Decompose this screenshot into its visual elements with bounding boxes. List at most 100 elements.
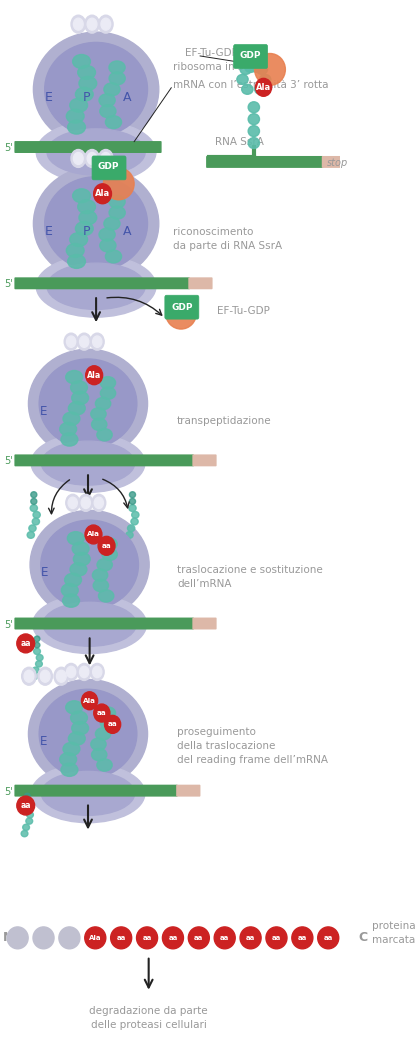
Ellipse shape <box>31 492 37 497</box>
Ellipse shape <box>68 732 85 745</box>
Ellipse shape <box>30 505 38 511</box>
Text: Ala: Ala <box>95 189 110 199</box>
Ellipse shape <box>71 15 85 33</box>
Ellipse shape <box>28 350 148 458</box>
Ellipse shape <box>66 109 84 123</box>
Ellipse shape <box>61 433 78 446</box>
Ellipse shape <box>70 233 88 247</box>
Ellipse shape <box>94 184 111 204</box>
Ellipse shape <box>60 422 77 436</box>
Ellipse shape <box>132 511 139 518</box>
Ellipse shape <box>78 200 95 214</box>
Ellipse shape <box>100 105 116 118</box>
Text: Ala: Ala <box>87 532 100 538</box>
Text: aa: aa <box>246 934 255 941</box>
Ellipse shape <box>66 667 76 677</box>
Text: RNA SsrA: RNA SsrA <box>215 137 264 147</box>
Text: EF-Tu-GDP: EF-Tu-GDP <box>185 48 238 57</box>
Ellipse shape <box>85 927 106 949</box>
Ellipse shape <box>85 525 102 544</box>
Ellipse shape <box>95 398 111 409</box>
Ellipse shape <box>60 753 77 766</box>
Ellipse shape <box>131 518 138 525</box>
Ellipse shape <box>93 336 102 348</box>
Ellipse shape <box>66 701 83 714</box>
Ellipse shape <box>87 18 97 30</box>
Text: ribosoma in stallo: ribosoma in stallo <box>173 63 266 72</box>
Ellipse shape <box>33 32 159 147</box>
Text: A: A <box>123 225 131 238</box>
Ellipse shape <box>63 742 80 756</box>
Ellipse shape <box>266 927 287 949</box>
FancyBboxPatch shape <box>15 618 194 629</box>
Text: GDP: GDP <box>171 303 193 311</box>
Ellipse shape <box>41 441 135 485</box>
Ellipse shape <box>129 492 136 497</box>
FancyBboxPatch shape <box>322 156 346 168</box>
Ellipse shape <box>80 667 89 677</box>
Ellipse shape <box>47 129 145 175</box>
Text: aa: aa <box>298 934 307 941</box>
Ellipse shape <box>68 497 77 508</box>
Ellipse shape <box>240 927 261 949</box>
Ellipse shape <box>36 255 156 317</box>
Text: C: C <box>358 931 367 944</box>
Ellipse shape <box>100 239 116 252</box>
Text: degradazione da parte
delle proteasi cellulari: degradazione da parte delle proteasi cel… <box>89 1006 208 1029</box>
Ellipse shape <box>79 210 97 224</box>
Ellipse shape <box>109 61 125 74</box>
Ellipse shape <box>90 663 104 680</box>
Ellipse shape <box>73 152 83 165</box>
Ellipse shape <box>245 57 256 67</box>
Ellipse shape <box>248 137 259 149</box>
Text: Ala: Ala <box>83 697 96 704</box>
FancyBboxPatch shape <box>206 156 324 168</box>
FancyBboxPatch shape <box>165 296 199 319</box>
Ellipse shape <box>251 57 263 67</box>
Ellipse shape <box>92 494 106 511</box>
Ellipse shape <box>63 412 80 425</box>
Ellipse shape <box>256 65 268 74</box>
Ellipse shape <box>45 176 148 270</box>
Ellipse shape <box>86 366 103 385</box>
FancyBboxPatch shape <box>15 454 194 467</box>
Ellipse shape <box>109 72 125 85</box>
FancyBboxPatch shape <box>176 784 201 796</box>
Text: 5': 5' <box>4 144 13 153</box>
Ellipse shape <box>33 511 40 518</box>
Ellipse shape <box>47 264 145 309</box>
Ellipse shape <box>41 520 138 609</box>
Text: aa: aa <box>20 639 31 648</box>
Ellipse shape <box>81 692 98 710</box>
Ellipse shape <box>56 671 66 682</box>
Text: 5': 5' <box>4 456 13 467</box>
Ellipse shape <box>33 927 54 949</box>
Ellipse shape <box>81 497 90 508</box>
Ellipse shape <box>31 764 145 823</box>
Text: transpeptidazione: transpeptidazione <box>177 416 271 425</box>
Ellipse shape <box>64 333 78 350</box>
Text: N: N <box>3 931 14 944</box>
Ellipse shape <box>94 704 110 722</box>
Ellipse shape <box>66 336 76 348</box>
Ellipse shape <box>102 538 117 550</box>
Text: mRNA con l’estremità 3’ rotta: mRNA con l’estremità 3’ rotta <box>173 81 329 90</box>
Ellipse shape <box>94 497 103 508</box>
Ellipse shape <box>100 387 116 400</box>
Ellipse shape <box>61 763 78 776</box>
Text: aa: aa <box>324 934 333 941</box>
Text: aa: aa <box>102 543 111 549</box>
Ellipse shape <box>101 18 111 30</box>
Ellipse shape <box>80 336 89 348</box>
Ellipse shape <box>66 494 80 511</box>
Ellipse shape <box>75 87 93 101</box>
Ellipse shape <box>97 558 112 571</box>
Ellipse shape <box>248 102 259 113</box>
FancyBboxPatch shape <box>192 618 216 629</box>
Ellipse shape <box>17 634 35 653</box>
Ellipse shape <box>70 381 88 394</box>
Ellipse shape <box>28 679 148 788</box>
Ellipse shape <box>72 722 89 735</box>
Ellipse shape <box>85 150 99 167</box>
Ellipse shape <box>104 83 120 96</box>
